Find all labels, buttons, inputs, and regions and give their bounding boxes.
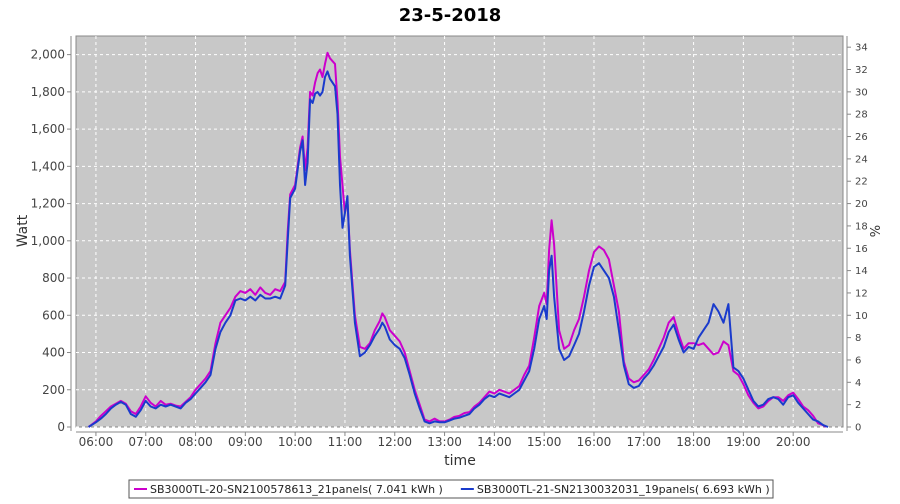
y-tick-label: 600 — [42, 308, 65, 322]
y2-tick-label: 32 — [855, 65, 868, 76]
x-tick-label: 18:00 — [676, 435, 711, 449]
x-tick-label: 06:00 — [79, 435, 114, 449]
x-tick-label: 09:00 — [228, 435, 263, 449]
y-tick-label: 400 — [42, 346, 65, 360]
x-tick-label: 20:00 — [776, 435, 811, 449]
y2-tick-label: 4 — [855, 378, 861, 389]
legend-box — [128, 479, 774, 499]
chart-title: 23-5-2018 — [399, 5, 502, 26]
y-tick-label: 0 — [57, 420, 65, 434]
x-tick-label: 11:00 — [328, 435, 363, 449]
x-tick-label: 12:00 — [377, 435, 412, 449]
y-tick-label: 2,000 — [31, 48, 65, 62]
legend-label-2: SB3000TL-21-SN2130032031_19panels( 6.693… — [477, 483, 770, 496]
y2-tick-label: 26 — [855, 132, 868, 143]
y-tick-label: 1,000 — [31, 234, 65, 248]
y-tick-label: 200 — [42, 383, 65, 397]
x-tick-label: 10:00 — [278, 435, 313, 449]
y2-tick-label: 30 — [855, 87, 868, 98]
x-tick-label: 16:00 — [577, 435, 612, 449]
axes: 06:00 07:00 08:00 09:00 10:00 11:00 12:00 13:00… — [31, 36, 868, 449]
y2-tick-label: 8 — [855, 333, 861, 344]
y2-tick-label: 28 — [855, 110, 868, 121]
series-group — [87, 51, 829, 428]
y2-tick-label: 14 — [855, 266, 868, 277]
y2-tick-label: 24 — [855, 154, 868, 165]
y2-tick-label: 16 — [855, 244, 868, 255]
legend-label-1: SB3000TL-20-SN2100578613_21panels( 7.041… — [150, 483, 443, 496]
series-line-2 — [87, 70, 829, 428]
y-tick-label: 800 — [42, 271, 65, 285]
y-tick-label: 1,400 — [31, 159, 65, 173]
y-tick-label: 1,200 — [31, 197, 65, 211]
y2-tick-label: 2 — [855, 400, 861, 411]
y-tick-label: 1,800 — [31, 85, 65, 99]
y2-tick-label: 10 — [855, 311, 868, 322]
legend: SB3000TL-20-SN2100578613_21panels( 7.041… — [134, 483, 770, 496]
x-tick-label: 07:00 — [128, 435, 163, 449]
grid — [76, 36, 843, 428]
plot-area — [75, 35, 844, 428]
y2-tick-label: 0 — [855, 423, 861, 434]
x-tick-label: 17:00 — [626, 435, 661, 449]
x-tick-label: 13:00 — [427, 435, 462, 449]
y2-tick-label: 34 — [855, 43, 868, 54]
x-axis-title: time — [444, 453, 476, 469]
y2-tick-label: 12 — [855, 288, 868, 299]
y-axis-title: Watt — [15, 214, 31, 247]
y2-tick-label: 20 — [855, 199, 868, 210]
y-tick-label: 1,600 — [31, 122, 65, 136]
x-tick-label: 08:00 — [178, 435, 213, 449]
y2-tick-label: 22 — [855, 177, 868, 188]
y2-tick-label: 18 — [855, 221, 868, 232]
x-tick-label: 15:00 — [527, 435, 562, 449]
y2-tick-label: 6 — [855, 355, 861, 366]
x-tick-label: 14:00 — [477, 435, 512, 449]
y2-axis-title: % — [869, 225, 884, 237]
x-tick-label: 19:00 — [726, 435, 761, 449]
